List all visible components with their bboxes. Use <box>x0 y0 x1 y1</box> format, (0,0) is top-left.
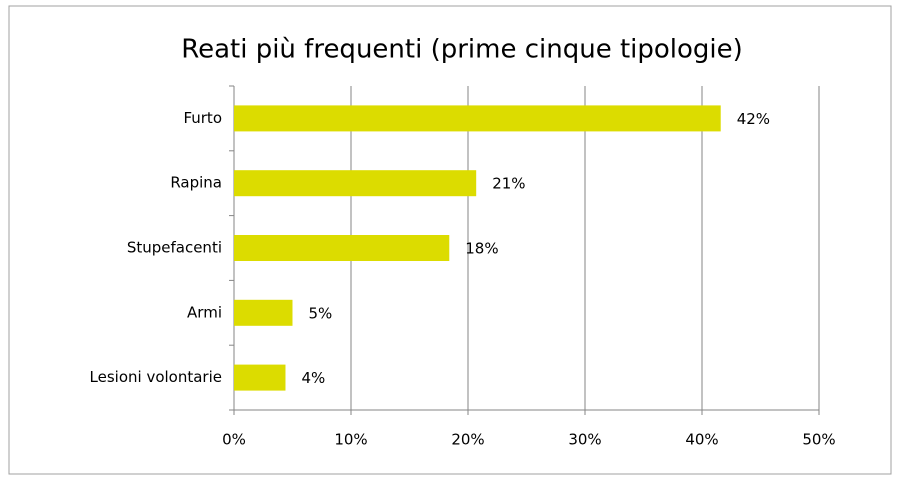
chart-frame <box>8 5 892 475</box>
data-label: 18% <box>465 240 498 258</box>
x-tick-label: 20% <box>451 431 484 449</box>
bar <box>234 299 293 326</box>
bar <box>234 170 477 197</box>
y-tick-label: Armi <box>187 303 222 321</box>
bar <box>234 235 450 261</box>
x-tick-label: 30% <box>568 431 601 449</box>
data-label: 21% <box>492 175 525 193</box>
data-label: 5% <box>309 304 333 322</box>
x-tick-label: 0% <box>222 431 246 449</box>
chart-title: Reati più frequenti (prime cinque tipolo… <box>181 35 743 65</box>
x-tick-label: 50% <box>802 431 835 449</box>
x-tick-label: 10% <box>334 431 367 449</box>
y-tick-label: Furto <box>183 109 222 127</box>
y-tick-label: Lesioni volontarie <box>90 368 222 386</box>
bar <box>234 105 721 132</box>
data-label: 4% <box>301 369 325 387</box>
y-tick-label: Rapina <box>170 174 222 192</box>
bar <box>234 364 286 391</box>
x-tick-label: 40% <box>685 431 718 449</box>
data-label: 42% <box>737 110 770 128</box>
y-tick-label: Stupefacenti <box>127 239 222 257</box>
